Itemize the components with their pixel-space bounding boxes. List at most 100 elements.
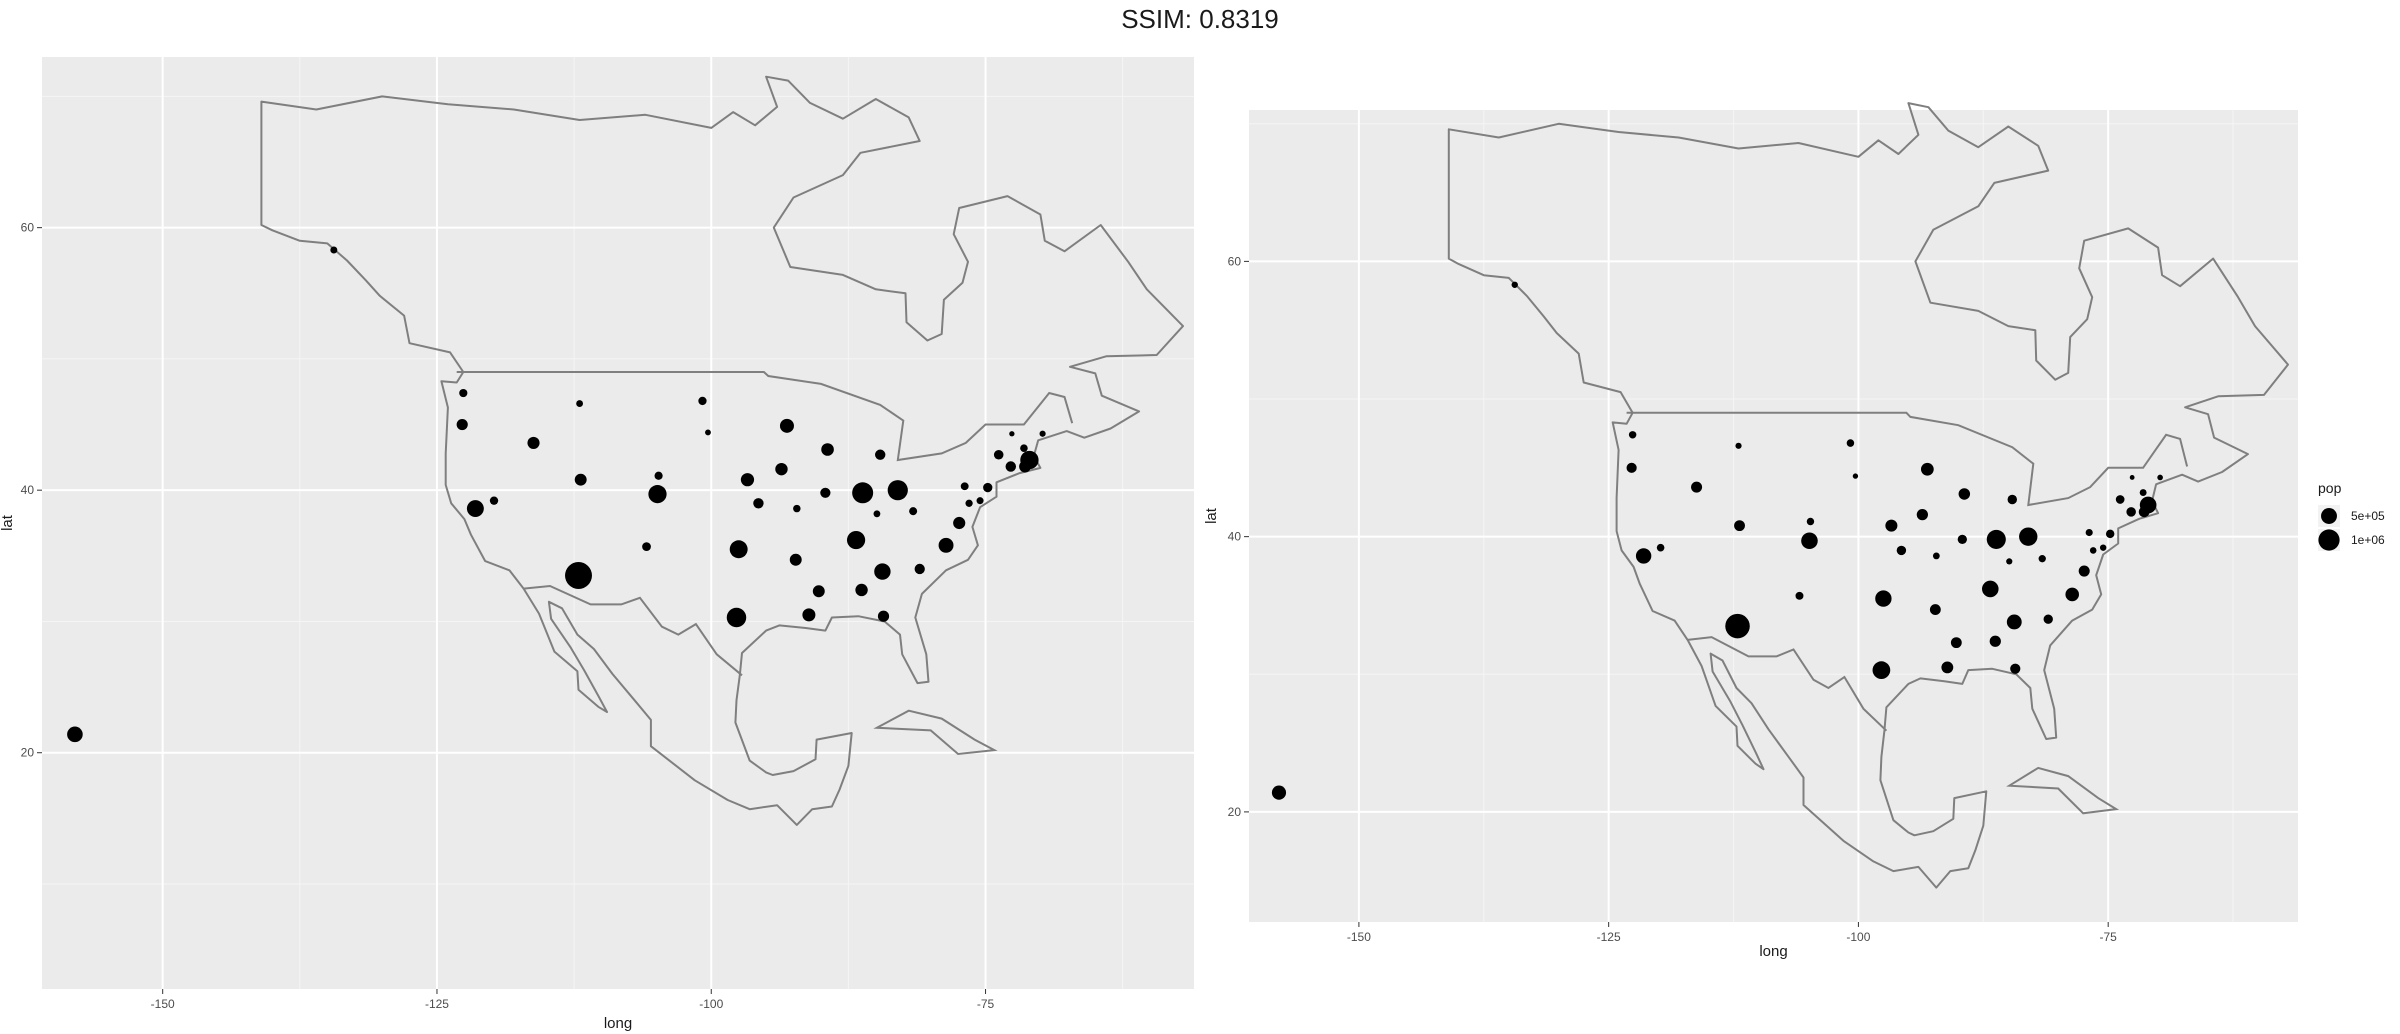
data-point (642, 542, 651, 552)
data-point (1875, 590, 1892, 607)
data-point (456, 418, 468, 431)
x-tick-label: -75 (2100, 930, 2118, 944)
data-point (1039, 430, 1046, 437)
data-point (846, 530, 866, 550)
data-point (576, 400, 584, 407)
data-point (820, 487, 831, 498)
data-point (976, 497, 984, 505)
data-point (565, 562, 592, 589)
x-tick-label: -125 (1597, 930, 1621, 944)
x-tick-label: -100 (1846, 930, 1870, 944)
data-point (2043, 614, 2053, 624)
data-point (1932, 552, 1940, 560)
data-point (2007, 494, 2017, 505)
data-point (1896, 545, 1907, 556)
data-point (875, 449, 886, 460)
size-legend: pop 5e+05 1e+06 (2318, 480, 2385, 551)
data-point (2126, 507, 2136, 517)
data-point (1950, 637, 1962, 649)
data-point (1852, 473, 1859, 479)
data-point (729, 540, 748, 559)
data-point (2078, 565, 2090, 577)
data-point (2129, 475, 2135, 480)
data-point (67, 726, 83, 743)
us-canada-border-path (456, 371, 1074, 462)
data-point (855, 583, 868, 597)
data-point (1020, 450, 1039, 470)
data-point (821, 443, 834, 456)
data-point (527, 436, 540, 450)
data-point (793, 504, 801, 513)
data-point (779, 418, 794, 433)
data-point (938, 537, 954, 553)
data-point (1957, 534, 1967, 545)
data-point (873, 510, 881, 518)
data-point (459, 388, 468, 398)
data-point (2099, 544, 2107, 551)
data-point (909, 507, 918, 516)
data-point (1986, 529, 2006, 549)
data-point (330, 246, 338, 254)
data-point (2010, 663, 2021, 674)
data-point (1635, 548, 1652, 564)
us-mexico-border-path (1687, 636, 1888, 732)
data-point (812, 585, 825, 598)
data-point (726, 607, 747, 628)
data-point (2089, 547, 2097, 554)
x-axis-title: long (604, 1015, 632, 1032)
data-point (983, 482, 993, 493)
data-point (698, 396, 707, 406)
data-point (874, 563, 891, 580)
data-point (1801, 532, 1818, 550)
data-point (789, 553, 802, 566)
legend-key-symbol (2318, 529, 2340, 551)
coastline-path (260, 75, 1184, 826)
data-point (887, 480, 908, 501)
legend-label: 1e+06 (2351, 533, 2385, 547)
data-point (1916, 508, 1928, 521)
map-outline (260, 75, 1184, 826)
x-tick-label: -100 (699, 997, 723, 1011)
data-point (2006, 558, 2013, 565)
left-chart-panel: -150 -125 -100 -75 20 40 60 long lat (0, 57, 1194, 1032)
us-canada-border-path (1626, 411, 2189, 507)
data-point (802, 608, 816, 622)
cuba-outline-path (2006, 766, 2120, 815)
data-point (1005, 461, 1017, 472)
data-point (877, 610, 890, 622)
data-point (2065, 587, 2079, 602)
y-axis-title: lat (1203, 507, 1220, 524)
y-tick-label: 60 (1228, 254, 1242, 268)
x-tick-label: -75 (977, 997, 995, 1011)
data-point (1656, 543, 1665, 552)
data-point (2038, 555, 2046, 563)
data-point (1511, 281, 1518, 288)
data-point (654, 471, 663, 480)
data-point (1691, 481, 1703, 493)
data-point (960, 482, 969, 491)
data-point (1929, 604, 1941, 616)
plot-background (1249, 110, 2298, 922)
data-point (1872, 661, 1891, 679)
y-axis-title: lat (0, 514, 16, 531)
data-point (489, 496, 499, 505)
cuba-outline-path (873, 709, 998, 756)
data-point (2139, 496, 2157, 514)
data-point (2115, 495, 2125, 504)
data-point (753, 498, 764, 509)
data-point (1020, 444, 1028, 452)
data-point (852, 482, 874, 504)
data-point (993, 449, 1004, 460)
data-point (2139, 489, 2147, 497)
data-point (1846, 439, 1855, 447)
data-point (1735, 442, 1742, 449)
data-point (775, 462, 788, 476)
data-point (2019, 527, 2038, 546)
data-point (2006, 614, 2022, 630)
data-point (574, 473, 587, 486)
data-point (953, 516, 966, 530)
data-point (914, 563, 925, 575)
data-point (1734, 520, 1745, 532)
data-point (1628, 431, 1637, 439)
